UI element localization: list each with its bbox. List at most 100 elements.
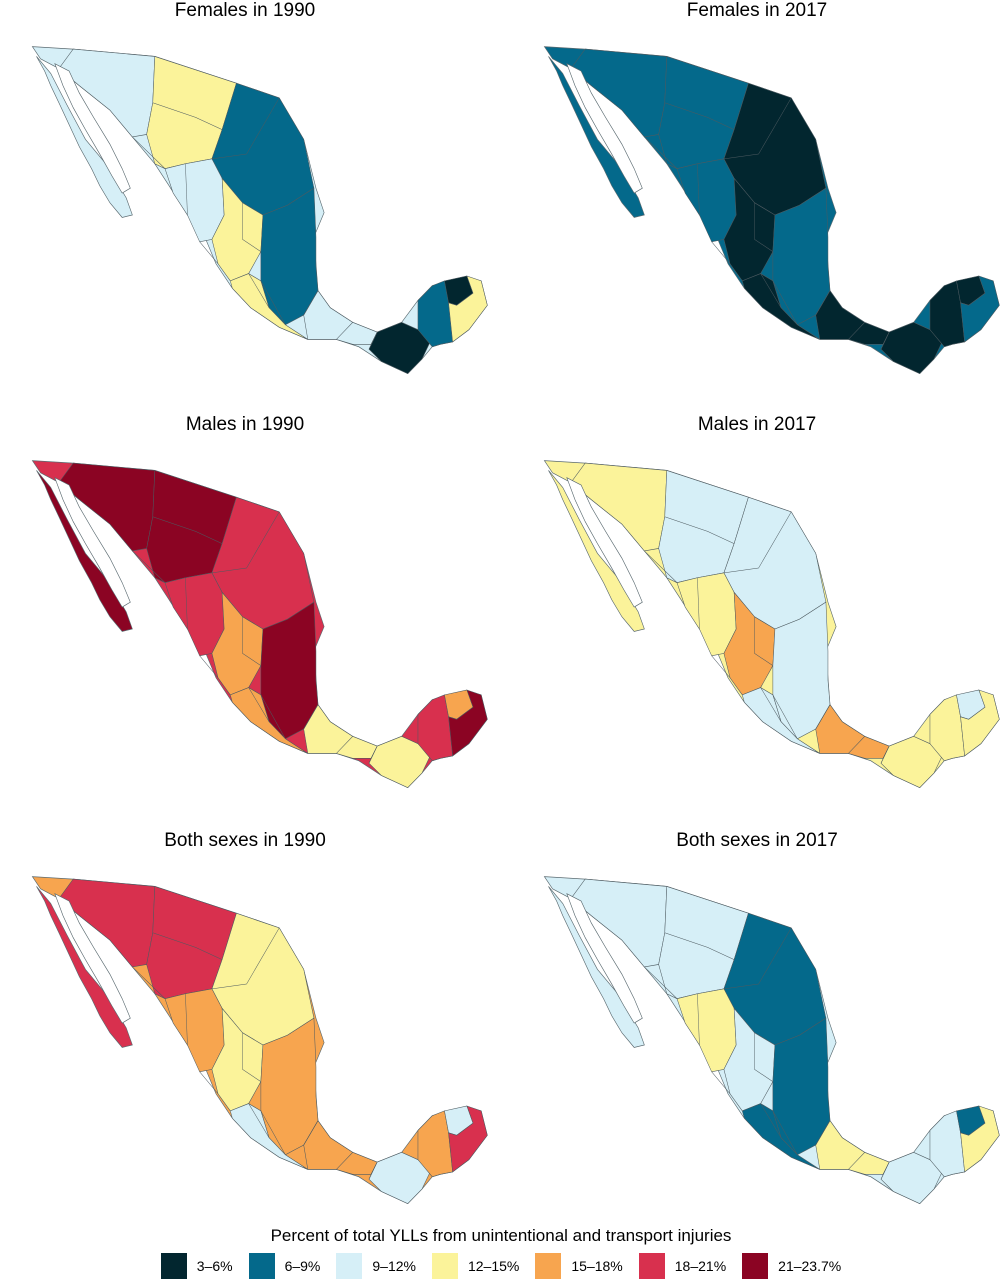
legend-swatch — [535, 1253, 562, 1279]
state-border — [303, 290, 319, 316]
map-region-se — [880, 1152, 943, 1204]
mexico-map — [31, 460, 488, 789]
legend-item: 6–9% — [248, 1253, 320, 1279]
panel-title: Females in 2017 — [686, 0, 828, 21]
legend-item: 18–21% — [638, 1253, 727, 1279]
mexico-map — [31, 46, 488, 375]
legend-label: 15–18% — [571, 1258, 623, 1274]
map-region-yuc-e — [960, 275, 1000, 343]
map-region-se — [880, 736, 943, 788]
legend-swatch — [248, 1253, 275, 1279]
map-region-baja — [548, 886, 645, 1048]
state-border — [132, 550, 166, 583]
state-border — [199, 1071, 219, 1094]
legend-item: 12–15% — [431, 1253, 520, 1279]
state-border — [248, 273, 270, 308]
state-border — [754, 1032, 773, 1082]
map-panel-males-1990: Males in 1990 — [0, 414, 490, 824]
legend-swatch — [336, 1253, 363, 1279]
map-region-baja — [36, 56, 133, 218]
map-region-south — [741, 1103, 820, 1170]
state-border — [697, 993, 700, 1046]
state-border — [211, 511, 280, 574]
state-border — [664, 932, 735, 960]
map-region-center-w — [676, 572, 737, 657]
state-border — [248, 1103, 270, 1138]
state-border — [368, 331, 378, 350]
map-panel-females-2017: Females in 2017 — [512, 0, 1002, 410]
state-border — [880, 745, 890, 764]
state-border — [697, 577, 700, 630]
panel-title: Males in 2017 — [697, 414, 817, 435]
legend-label: 18–21% — [674, 1258, 727, 1274]
legend-swatch — [431, 1253, 458, 1279]
state-border — [185, 163, 188, 216]
state-border — [723, 97, 792, 160]
legend-label: 12–15% — [467, 1258, 520, 1274]
state-border — [772, 1110, 798, 1155]
panel-title: Both sexes in 2017 — [676, 830, 838, 851]
map-region-yuc-e — [448, 689, 488, 757]
state-border — [772, 694, 798, 739]
state-border — [880, 331, 890, 350]
mexico-map — [543, 460, 1000, 789]
state-border — [242, 1032, 261, 1082]
state-border — [199, 241, 219, 264]
map-panel-both-1990: Both sexes in 1990 — [0, 830, 490, 1240]
map-region-isthmus — [303, 1120, 378, 1175]
state-border — [880, 1161, 890, 1180]
state-border — [242, 616, 261, 666]
state-border — [336, 322, 353, 340]
map-region-se — [368, 736, 431, 788]
legend-title: Percent of total YLLs from unintentional… — [270, 1226, 732, 1245]
map-region-isthmus — [303, 704, 378, 759]
state-border — [303, 1120, 319, 1146]
map-region-yuc-e — [960, 1105, 1000, 1173]
map-region-se — [368, 322, 431, 374]
state-border — [368, 1161, 378, 1180]
state-border — [644, 550, 678, 583]
state-border — [248, 687, 270, 722]
state-border — [772, 280, 798, 325]
state-border — [336, 1152, 353, 1170]
state-border — [644, 966, 678, 999]
state-border — [336, 736, 353, 754]
state-border — [152, 932, 223, 960]
state-border — [644, 136, 678, 169]
panel-title: Both sexes in 1990 — [164, 830, 326, 851]
panel-title: Males in 1990 — [185, 414, 305, 435]
legend-swatch — [638, 1253, 665, 1279]
legend-label: 9–12% — [372, 1258, 416, 1274]
map-region-baja — [548, 56, 645, 218]
legend-item: 21–23.7% — [742, 1253, 841, 1279]
legend-label: 3–6% — [196, 1258, 233, 1274]
map-panel-males-2017: Males in 2017 — [512, 414, 1002, 824]
state-border — [132, 966, 166, 999]
gulf-of-california — [566, 63, 643, 194]
map-region-isthmus — [303, 290, 378, 345]
mexico-map — [543, 46, 1000, 375]
mexico-map — [31, 876, 488, 1205]
state-border — [242, 202, 261, 252]
map-region-center-w — [676, 158, 737, 243]
state-border — [152, 516, 223, 544]
state-border — [185, 993, 188, 1046]
state-border — [815, 1120, 831, 1146]
state-border — [723, 511, 792, 574]
map-region-center-w — [164, 158, 225, 243]
map-region-south — [741, 273, 820, 340]
map-region-south — [229, 687, 308, 754]
map-region-south — [229, 273, 308, 340]
state-border — [760, 1103, 782, 1138]
state-border — [848, 1152, 865, 1170]
state-border — [303, 704, 319, 730]
legend-swatch — [160, 1253, 187, 1279]
map-region-baja — [36, 886, 133, 1048]
map-region-yuc-e — [448, 275, 488, 343]
gulf-of-california — [54, 893, 131, 1024]
map-region-se — [368, 1152, 431, 1204]
gulf-of-california — [566, 477, 643, 608]
state-border — [664, 102, 735, 130]
state-border — [711, 655, 731, 678]
state-border — [711, 1071, 731, 1094]
